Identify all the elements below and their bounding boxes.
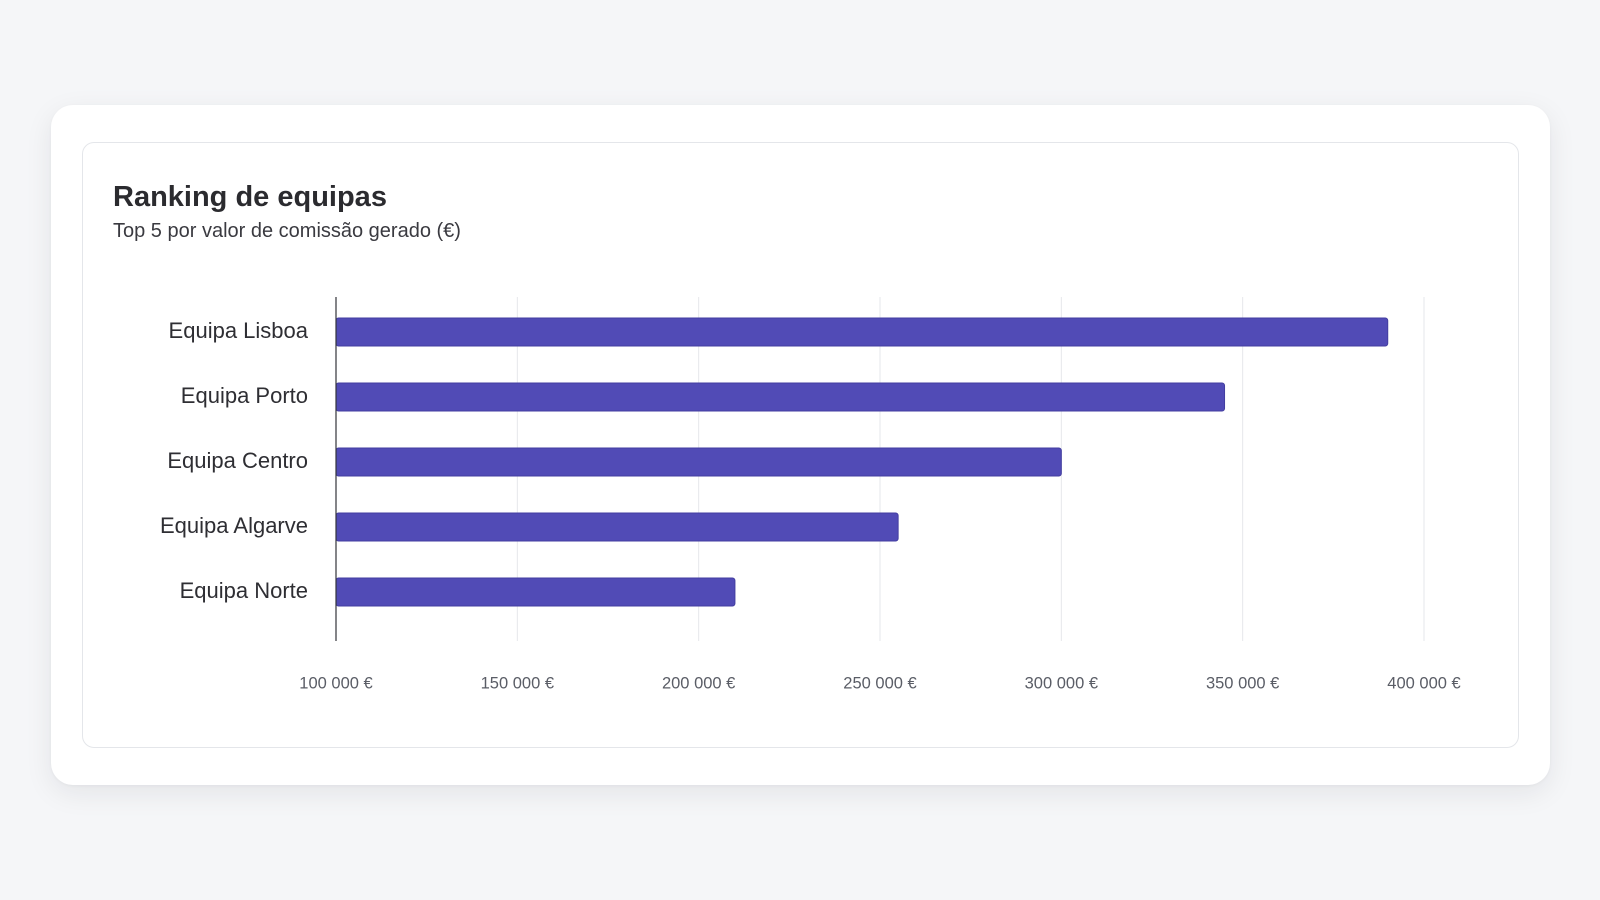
category-label: Equipa Centro [167, 448, 308, 473]
bars [335, 317, 1389, 607]
x-tick-label: 300 000 € [1025, 674, 1098, 692]
bar-chart: Equipa Lisboa Equipa Porto Equipa Centro Eq… [160, 297, 1461, 692]
category-label: Equipa Lisboa [169, 318, 309, 343]
x-tick-label: 250 000 € [843, 674, 916, 692]
chart-title: Ranking de equipas [113, 181, 387, 213]
category-label: Equipa Porto [181, 383, 308, 408]
bar [335, 577, 736, 607]
category-label: Equipa Norte [180, 578, 308, 603]
outer-card: Ranking de equipas Top 5 por valor de co… [51, 105, 1550, 785]
x-tick-label: 200 000 € [662, 674, 735, 692]
bar [335, 317, 1389, 347]
bar [335, 382, 1226, 412]
chart-card: Ranking de equipas Top 5 por valor de co… [82, 142, 1519, 748]
x-tick-label: 100 000 € [299, 674, 372, 692]
category-label: Equipa Algarve [160, 513, 308, 538]
x-tick-label: 350 000 € [1206, 674, 1279, 692]
tick-labels: 100 000 € 150 000 € 200 000 € 250 000 € 300 … [299, 674, 1460, 692]
x-tick-label: 400 000 € [1387, 674, 1460, 692]
bar [335, 447, 1062, 477]
x-tick-label: 150 000 € [481, 674, 554, 692]
category-labels: Equipa Lisboa Equipa Porto Equipa Centro Eq… [160, 318, 309, 603]
bar [335, 512, 899, 542]
chart-subtitle: Top 5 por valor de comissão gerado (€) [113, 220, 461, 242]
